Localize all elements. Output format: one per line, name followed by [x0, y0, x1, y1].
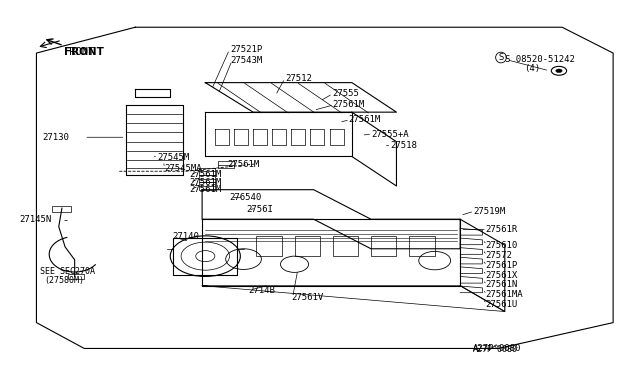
- Text: 27555: 27555: [333, 89, 360, 98]
- Text: (4): (4): [524, 64, 540, 73]
- Text: 27512: 27512: [285, 74, 312, 83]
- Text: FRONT: FRONT: [64, 47, 104, 57]
- Text: 27572: 27572: [486, 251, 513, 260]
- Bar: [256, 236, 282, 256]
- Text: 27545M: 27545M: [157, 153, 189, 162]
- Text: S: S: [499, 53, 504, 62]
- Text: 27561X: 27561X: [486, 271, 518, 280]
- Text: 275610: 275610: [486, 241, 518, 250]
- Text: 27561M: 27561M: [228, 160, 260, 169]
- Text: 27561M: 27561M: [189, 185, 221, 194]
- Text: 2756I: 2756I: [246, 205, 273, 215]
- Text: 27561MA: 27561MA: [486, 290, 524, 299]
- Text: 27561P: 27561P: [486, 261, 518, 270]
- Text: 27145N: 27145N: [19, 215, 51, 224]
- Bar: [371, 236, 396, 256]
- Bar: [409, 236, 435, 256]
- Text: 276540: 276540: [230, 193, 262, 202]
- Text: 27521P: 27521P: [231, 45, 263, 54]
- Text: 27561M: 27561M: [333, 100, 365, 109]
- Text: 27130: 27130: [43, 133, 70, 142]
- Text: 27545MA: 27545MA: [164, 164, 202, 173]
- Text: A27P^0080: A27P^0080: [473, 344, 522, 353]
- Text: 27561M: 27561M: [349, 115, 381, 124]
- Text: 27561R: 27561R: [486, 225, 518, 234]
- Circle shape: [556, 69, 562, 73]
- Text: 27519M: 27519M: [473, 206, 505, 216]
- Bar: [52, 206, 72, 212]
- Text: 27561M: 27561M: [189, 178, 221, 187]
- Text: 27561U: 27561U: [486, 300, 518, 309]
- Text: S 08520-51242: S 08520-51242: [505, 55, 575, 64]
- Text: A27P^0080: A27P^0080: [473, 345, 518, 354]
- Text: 27518: 27518: [390, 141, 417, 150]
- Bar: [68, 273, 84, 279]
- Text: (27580M): (27580M): [45, 276, 84, 285]
- Bar: [333, 236, 358, 256]
- Bar: [173, 238, 237, 275]
- Text: 27561V: 27561V: [291, 293, 324, 302]
- Text: 2714B: 2714B: [248, 286, 275, 295]
- Text: 27555+A: 27555+A: [371, 130, 408, 139]
- Bar: [294, 236, 320, 256]
- Text: 27140: 27140: [172, 232, 199, 241]
- Text: 27543M: 27543M: [231, 56, 263, 65]
- Text: SEE SEC270A: SEE SEC270A: [40, 267, 95, 276]
- Text: 27561N: 27561N: [486, 280, 518, 289]
- Text: FRONT: FRONT: [64, 47, 95, 57]
- Text: 27561M: 27561M: [189, 170, 221, 179]
